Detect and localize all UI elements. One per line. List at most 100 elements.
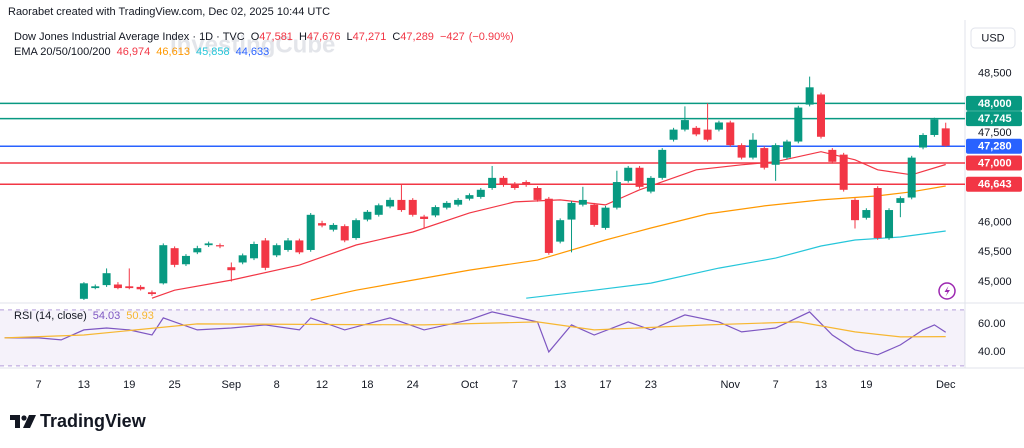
candle-body	[794, 107, 803, 142]
price-level-label: 46,643	[978, 179, 1012, 191]
candle-body	[885, 210, 894, 239]
candle-body	[238, 255, 247, 263]
time-tick-label: 18	[361, 379, 373, 391]
price-tick-label: 46,000	[978, 216, 1012, 228]
candle-body	[431, 207, 440, 216]
candle-body	[147, 292, 156, 295]
candle-body	[465, 195, 474, 199]
candle-body	[556, 220, 565, 242]
candle-body	[522, 182, 531, 186]
candle-body	[590, 204, 599, 225]
candle-body	[680, 120, 689, 130]
candle-body	[851, 199, 860, 221]
rsi-line	[4, 321, 946, 339]
candle-body	[420, 216, 429, 219]
candle-body	[295, 240, 304, 253]
candle-body	[612, 182, 621, 208]
ema-name: EMA 20/50/100/200	[14, 46, 111, 58]
time-tick-label: 7	[512, 379, 518, 391]
axes: 45,000 45,500 46,000 47,500 48,500 48,000 47,7…	[35, 68, 1022, 391]
ema-value: 46,613	[156, 46, 190, 58]
candle-body	[828, 149, 837, 162]
footer-logo	[10, 415, 36, 428]
candle-body	[805, 87, 814, 105]
candle-body	[113, 284, 122, 289]
time-tick-label: Nov	[720, 379, 740, 391]
symbol-legend: Dow Jones Industrial Average Index · 1D …	[14, 31, 514, 43]
price-level-tag	[966, 138, 1022, 154]
candle-body	[340, 226, 349, 241]
time-tick-label: Sep	[222, 379, 242, 391]
candle-body	[125, 286, 134, 289]
candle-body	[215, 245, 224, 247]
candle-body	[544, 198, 553, 253]
price-tick-label: 45,500	[978, 246, 1012, 258]
candle-body	[397, 199, 406, 211]
candle-body	[839, 154, 848, 190]
candle-body	[261, 240, 270, 268]
price-level-tag	[966, 155, 1022, 171]
candle-body	[227, 267, 236, 271]
candle-body	[601, 207, 610, 228]
candle-body	[306, 214, 315, 250]
candle-body	[318, 223, 327, 226]
time-tick-label: 13	[815, 379, 827, 391]
price-level-label: 47,280	[978, 141, 1012, 153]
price-level-label: 47,745	[978, 113, 1012, 125]
price-level-tag	[966, 111, 1022, 127]
candle-body	[193, 248, 202, 253]
candle-body	[363, 211, 372, 220]
candle-body	[624, 167, 633, 181]
change-value: −427	[440, 31, 465, 43]
candle-body	[578, 199, 587, 205]
time-tick-label: 17	[599, 379, 611, 391]
icon-circle[interactable]	[938, 282, 956, 300]
time-tick-label: 24	[407, 379, 419, 391]
candle-body	[873, 188, 882, 239]
time-tick-label: 19	[860, 379, 872, 391]
price-pane	[0, 76, 965, 301]
candle-body	[284, 240, 293, 250]
currency-box[interactable]	[970, 27, 1016, 49]
candle-body	[488, 177, 497, 188]
time-tick-label: 7	[35, 379, 41, 391]
lightning-icon[interactable]	[938, 282, 956, 300]
time-tick-label: 13	[554, 379, 566, 391]
rsi-value: 50.93	[126, 310, 154, 322]
ohlc-name: L	[347, 31, 353, 43]
ema-value: 45,858	[196, 46, 230, 58]
candle-body	[374, 205, 383, 215]
time-tick-label: 23	[645, 379, 657, 391]
ohlc-name: H	[299, 31, 307, 43]
candle-body	[941, 128, 950, 146]
candle-body	[533, 188, 542, 200]
candle-body	[646, 177, 655, 192]
candle-body	[896, 198, 905, 203]
logo-mark	[10, 415, 20, 428]
candle-body	[79, 283, 88, 299]
candle-body	[782, 141, 791, 158]
ema-value: 46,974	[117, 46, 151, 58]
candle-body	[771, 145, 780, 165]
candle-body	[408, 199, 417, 215]
rsi-band	[0, 309, 965, 366]
rsi-legend: RSI (14, close) 54.03 50.93	[14, 310, 154, 322]
currency[interactable]: USD	[981, 32, 1004, 44]
candle-body	[692, 127, 701, 135]
candle-body	[737, 145, 746, 158]
candle-body	[272, 245, 281, 256]
ema-value: 44,633	[236, 46, 270, 58]
candle-body	[181, 255, 190, 265]
rsi-name: RSI (14, close)	[14, 310, 87, 322]
candle-body	[635, 167, 644, 187]
ema-line	[151, 151, 946, 299]
time-tick-label: 13	[78, 379, 90, 391]
logo-dot	[21, 415, 27, 421]
rsi-tick-label: 40.00	[978, 346, 1006, 358]
candle-body	[170, 248, 179, 265]
ohlc-value: 47,271	[353, 31, 387, 43]
time-tick-label: 25	[169, 379, 181, 391]
price-tick-label: 45,000	[978, 276, 1012, 288]
icon-bolt[interactable]	[944, 286, 951, 297]
